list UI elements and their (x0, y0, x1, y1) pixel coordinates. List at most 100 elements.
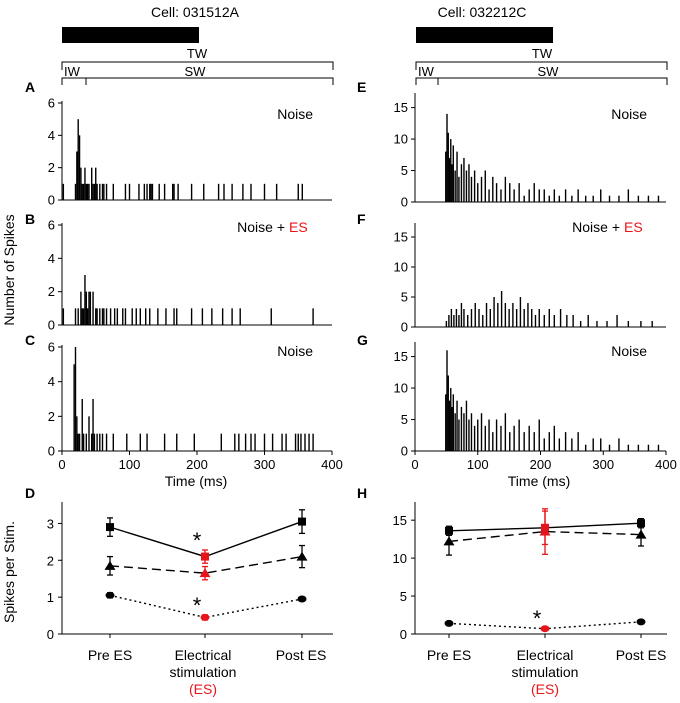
histogram-bar (548, 432, 550, 451)
histogram-bar (531, 309, 533, 327)
histogram-bar (495, 183, 498, 202)
panel-letter-C: C (25, 332, 35, 348)
histogram-bar (538, 189, 540, 202)
panel-F-label: Noise + (572, 219, 620, 235)
triangle-marker (104, 560, 116, 570)
histogram-bar (84, 167, 86, 200)
histogram-bar (606, 321, 608, 327)
histogram-bar (577, 432, 579, 451)
histogram-bar (92, 183, 94, 200)
histogram-bar (463, 413, 465, 451)
histogram-bar (176, 308, 178, 325)
histogram-bar (138, 183, 140, 200)
y-tick-label: 4 (48, 374, 55, 389)
histogram-bar (62, 308, 65, 325)
histogram-bar (600, 189, 602, 202)
histogram-bar (263, 183, 266, 200)
histogram-bar (534, 315, 537, 327)
histogram-bar (95, 167, 97, 200)
histogram-bar (456, 400, 458, 451)
x-tick-label: 300 (254, 457, 276, 472)
histogram-bar (572, 315, 574, 327)
y-tick-label: 2 (47, 553, 54, 568)
y-tick-label: 1 (47, 590, 54, 605)
histogram-bar (454, 170, 456, 202)
triangle-marker (539, 526, 551, 536)
x-tick-label: 0 (58, 457, 65, 472)
histogram-bar (105, 308, 108, 325)
panel-letter-A: A (25, 79, 35, 95)
histogram-bar (584, 195, 587, 202)
histogram-bar (173, 308, 175, 325)
panel-letter-E: E (357, 79, 366, 95)
window-brackets-left (61, 61, 334, 85)
histogram-bar (538, 419, 540, 451)
histogram-bar (139, 433, 141, 451)
histogram-bar (455, 309, 458, 327)
histogram-bar (543, 438, 545, 451)
histogram-bar (217, 183, 220, 200)
histogram-bar (112, 433, 114, 451)
panel-letter-D: D (25, 485, 35, 501)
y-tick-label: 0 (401, 444, 408, 459)
y-tick-label: 10 (393, 551, 407, 566)
histogram-bar (146, 183, 148, 200)
histogram-bar (93, 183, 96, 200)
histogram-bar (468, 419, 470, 451)
histogram-bar (651, 321, 653, 327)
histogram-bar (484, 170, 486, 202)
category-pre-es-left: Pre ES (88, 647, 132, 663)
histogram-bar (122, 308, 124, 325)
histogram-bar (512, 303, 514, 327)
histogram-bar (131, 308, 133, 325)
histogram-bar (608, 444, 611, 451)
histogram-bar (448, 400, 451, 451)
sw-label-right: SW (538, 64, 560, 79)
histogram-bar (523, 309, 525, 327)
panel-letter-B: B (25, 211, 35, 227)
histogram-bar (74, 183, 77, 200)
histogram-bar (640, 321, 642, 327)
histogram-bar (527, 303, 529, 327)
category-post-es-right: Post ES (616, 647, 667, 663)
histogram-bar (149, 308, 151, 325)
histogram-bar (577, 189, 579, 202)
histogram-bar (82, 308, 85, 325)
histogram-bar (126, 433, 128, 451)
category-stimulation-left: stimulation (170, 664, 237, 680)
y-tick-label: 15 (394, 100, 408, 115)
histogram-bar (135, 308, 137, 325)
y-tick-label: 6 (48, 340, 55, 355)
histogram-bar (523, 432, 525, 451)
histogram-bar (193, 433, 195, 451)
histogram-E: 0 5 10 15 (394, 93, 666, 210)
histogram-bar (446, 113, 448, 202)
histogram-bar (275, 183, 278, 200)
histogram-bar (448, 315, 450, 327)
histogram-bar (86, 308, 89, 325)
histogram-bar (231, 183, 233, 200)
y-tick-label: 2 (48, 160, 55, 175)
histogram-bar (445, 151, 447, 202)
histogram-bar (151, 183, 154, 200)
significance-asterisk: * (193, 593, 202, 618)
histogram-bar (78, 135, 81, 200)
histogram-bar (116, 308, 119, 325)
panel-letter-G: G (357, 332, 368, 348)
histogram-bar (82, 183, 85, 200)
histogram-bar (146, 433, 148, 451)
histogram-bar (504, 176, 507, 202)
histogram-bar (128, 183, 131, 200)
histogram-bar (488, 189, 490, 202)
histogram-bar (564, 432, 567, 451)
histogram-bar (113, 308, 116, 325)
histogram-bar (109, 308, 112, 325)
histogram-bar (492, 176, 494, 202)
histogram-bar (304, 433, 306, 451)
histogram-bar (447, 132, 449, 202)
histogram-bar (463, 309, 465, 327)
histogram-bar (99, 308, 101, 325)
histogram-bar (477, 183, 479, 202)
histogram-bar (553, 189, 556, 202)
histogram-bar (548, 309, 550, 327)
